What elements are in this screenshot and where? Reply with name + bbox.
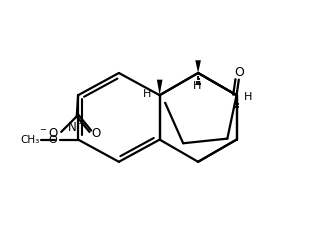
Text: H: H <box>193 81 201 92</box>
Text: N$^+$: N$^+$ <box>67 121 86 136</box>
Polygon shape <box>157 80 163 95</box>
Text: $^-$O: $^-$O <box>38 127 59 140</box>
Text: CH₃: CH₃ <box>20 135 39 145</box>
Polygon shape <box>195 60 201 73</box>
Text: H: H <box>244 92 252 102</box>
Text: O: O <box>234 66 244 79</box>
Text: H: H <box>144 89 152 99</box>
Text: O: O <box>92 127 101 140</box>
Text: O: O <box>49 135 57 145</box>
